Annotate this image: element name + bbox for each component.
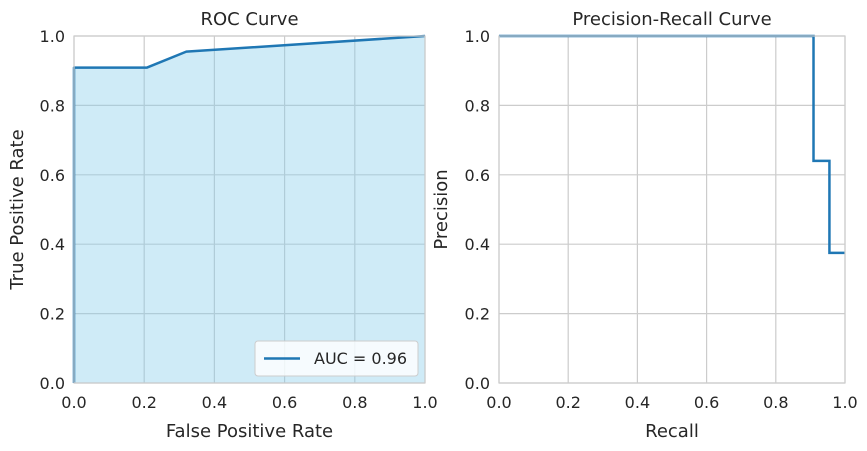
roc-legend: AUC = 0.96	[254, 340, 419, 377]
pr-y-tick-label: 0.4	[465, 235, 490, 254]
pr-y-axis-label: Precision	[431, 169, 452, 249]
roc-x-tick-label: 0.8	[342, 393, 367, 412]
roc-area-fill	[74, 36, 425, 383]
roc-legend-label: AUC = 0.96	[314, 349, 407, 368]
pr-y-tick-label: 0.6	[465, 166, 490, 185]
pr-x-tick-label: 0.0	[486, 393, 511, 412]
pr-y-ticks: 0.0 0.2 0.4 0.6 0.8 1.0	[465, 27, 490, 393]
roc-y-tick-label: 0.0	[40, 374, 65, 393]
roc-legend-box	[254, 340, 419, 377]
roc-x-ticks: 0.0 0.2 0.4 0.6 0.8 1.0	[61, 393, 437, 412]
roc-plot-frame	[73, 35, 426, 384]
roc-y-tick-label: 0.2	[40, 305, 65, 324]
pr-y-tick-label: 0.8	[465, 96, 490, 115]
pr-x-tick-label: 0.2	[555, 393, 580, 412]
pr-plot-frame	[498, 35, 846, 384]
pr-x-ticks: 0.0 0.2 0.4 0.6 0.8 1.0	[486, 393, 857, 412]
roc-y-tick-label: 1.0	[40, 27, 65, 46]
pr-x-tick-label: 0.6	[694, 393, 719, 412]
pr-plot-area	[499, 36, 845, 383]
roc-x-tick-label: 1.0	[412, 393, 437, 412]
roc-x-tick-label: 0.6	[272, 393, 297, 412]
roc-plot-area	[74, 36, 425, 383]
roc-y-ticks: 0.0 0.2 0.4 0.6 0.8 1.0	[40, 27, 65, 393]
roc-x-axis-label: False Positive Rate	[166, 421, 333, 442]
roc-grid	[73, 35, 426, 384]
roc-title: ROC Curve	[200, 9, 298, 30]
pr-y-tick-label: 1.0	[465, 27, 490, 46]
roc-x-tick-label: 0.0	[61, 393, 86, 412]
pr-x-axis-label: Recall	[645, 421, 699, 442]
pr-y-tick-label: 0.0	[465, 374, 490, 393]
roc-y-tick-label: 0.6	[40, 166, 65, 185]
roc-y-tick-label: 0.8	[40, 96, 65, 115]
roc-y-axis-label: True Positive Rate	[7, 129, 28, 290]
pr-y-tick-label: 0.2	[465, 305, 490, 324]
pr-x-tick-label: 1.0	[832, 393, 857, 412]
roc-chart: 0.0 0.2 0.4 0.6 0.8 1.0 0.0 0.2 0.4 0.6 0.8 1.0 RO…	[7, 9, 438, 442]
roc-x-tick-label: 0.4	[202, 393, 227, 412]
roc-x-tick-label: 0.2	[131, 393, 156, 412]
pr-x-tick-label: 0.8	[763, 393, 788, 412]
roc-y-tick-label: 0.4	[40, 235, 65, 254]
pr-chart: 0.0 0.2 0.4 0.6 0.8 1.0 0.0 0.2 0.4 0.6 0.8 1.0 Pr…	[431, 9, 858, 442]
pr-title: Precision-Recall Curve	[572, 9, 771, 30]
pr-x-tick-label: 0.4	[625, 393, 650, 412]
